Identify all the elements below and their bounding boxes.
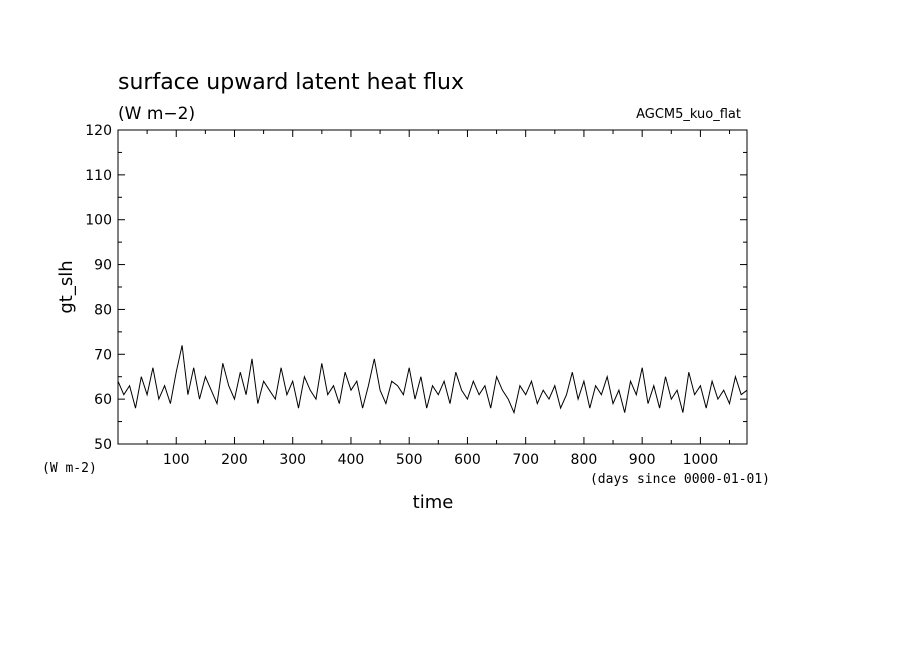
x-tick-label: 900 — [629, 452, 656, 468]
x-axis-ticks: 100 200 300 400 500 600 700 800 900 1000 — [146, 130, 731, 468]
series-line-gt-slh — [117, 345, 748, 415]
y-tick-label: 90 — [94, 258, 112, 274]
x-tick-label: 300 — [279, 452, 306, 468]
x-tick-label: 200 — [221, 452, 248, 468]
x-tick-label: 700 — [512, 452, 539, 468]
x-tick-label: 800 — [571, 452, 598, 468]
y-tick-label: 100 — [85, 213, 112, 229]
experiment-label: AGCM5_kuo_flat — [636, 107, 741, 122]
x-axis-label: time — [413, 492, 454, 513]
chart-units: (W m−2) — [118, 104, 195, 124]
y-tick-label: 120 — [85, 123, 112, 139]
y-tick-label: 50 — [94, 437, 112, 453]
x-tick-label: 100 — [163, 452, 190, 468]
y-axis-ticks: 50 60 70 80 90 100 110 120 — [85, 123, 747, 453]
y-unit-note: (W m-2) — [42, 461, 97, 476]
chart-title: surface upward latent heat flux — [118, 70, 464, 95]
y-axis-label: gt_slh — [56, 260, 77, 313]
x-tick-label: 500 — [396, 452, 423, 468]
x-tick-label: 600 — [454, 452, 481, 468]
plot-frame — [117, 129, 748, 445]
y-tick-label: 110 — [85, 168, 112, 184]
x-unit-note: (days since 0000-01-01) — [590, 472, 770, 487]
x-tick-label: 1000 — [683, 452, 719, 468]
y-tick-label: 60 — [94, 392, 112, 408]
x-tick-label: 400 — [338, 452, 365, 468]
y-tick-label: 80 — [94, 302, 112, 318]
y-tick-label: 70 — [94, 347, 112, 363]
